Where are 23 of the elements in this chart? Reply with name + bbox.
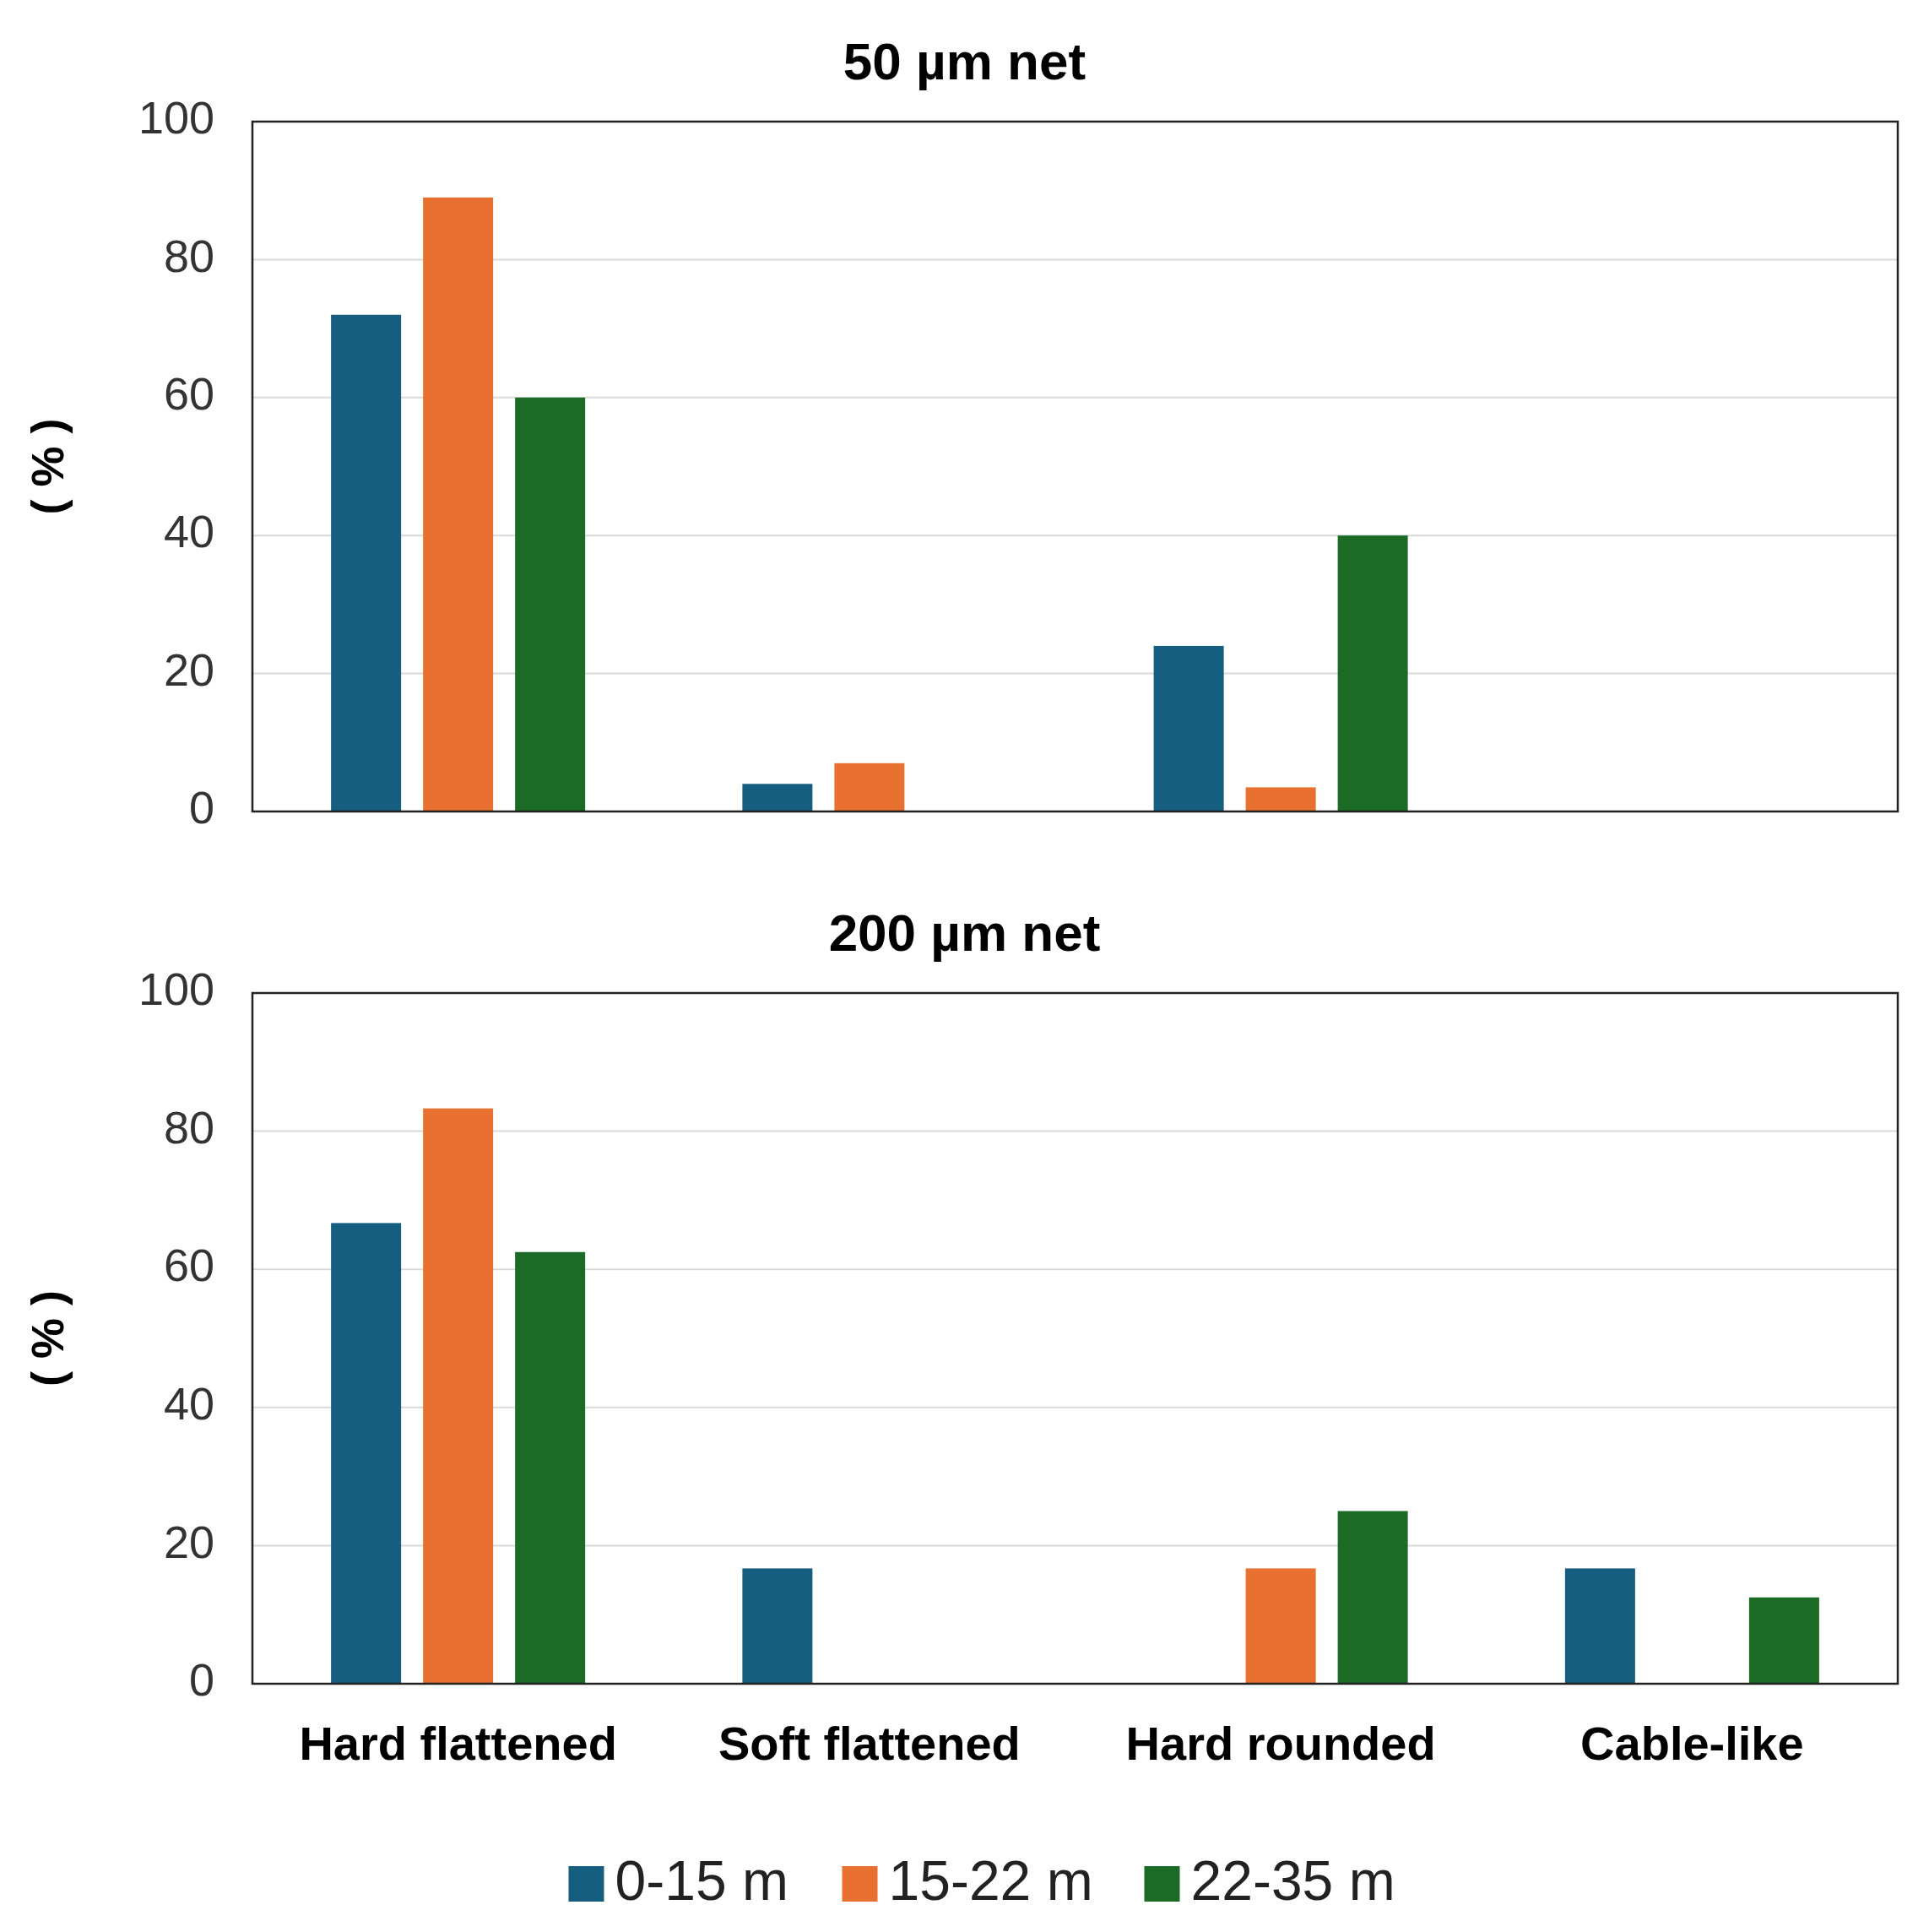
y-axis-title: ( % ) [22,1290,73,1387]
x-tick-label: Hard rounded [1125,1716,1436,1770]
chart-title: 200 µm net [828,904,1101,963]
y-tick-label: 20 [163,1516,214,1567]
legend-label: 22-35 m [1190,1849,1395,1913]
y-tick-label: 100 [138,92,214,144]
x-tick-label: Soft flattened [718,1716,1021,1770]
legend-label: 15-22 m [888,1849,1093,1913]
x-tick-label: Hard flattened [299,1716,617,1770]
x-tick-label: Cable-like [1580,1716,1804,1770]
y-tick-label: 60 [163,1240,214,1291]
y-tick-label: 100 [138,963,214,1015]
y-tick-label: 0 [188,782,214,833]
y-tick-label: 60 [163,368,214,420]
y-tick-label: 80 [163,1101,214,1153]
y-tick-label: 40 [163,1378,214,1430]
y-tick-label: 20 [163,643,214,695]
legend-label: 0-15 m [615,1849,788,1913]
y-tick-label: 0 [188,1654,214,1706]
chart-title: 50 µm net [843,32,1086,91]
y-tick-label: 40 [163,506,214,557]
y-axis-title: ( % ) [22,418,73,515]
y-tick-label: 80 [163,230,214,281]
